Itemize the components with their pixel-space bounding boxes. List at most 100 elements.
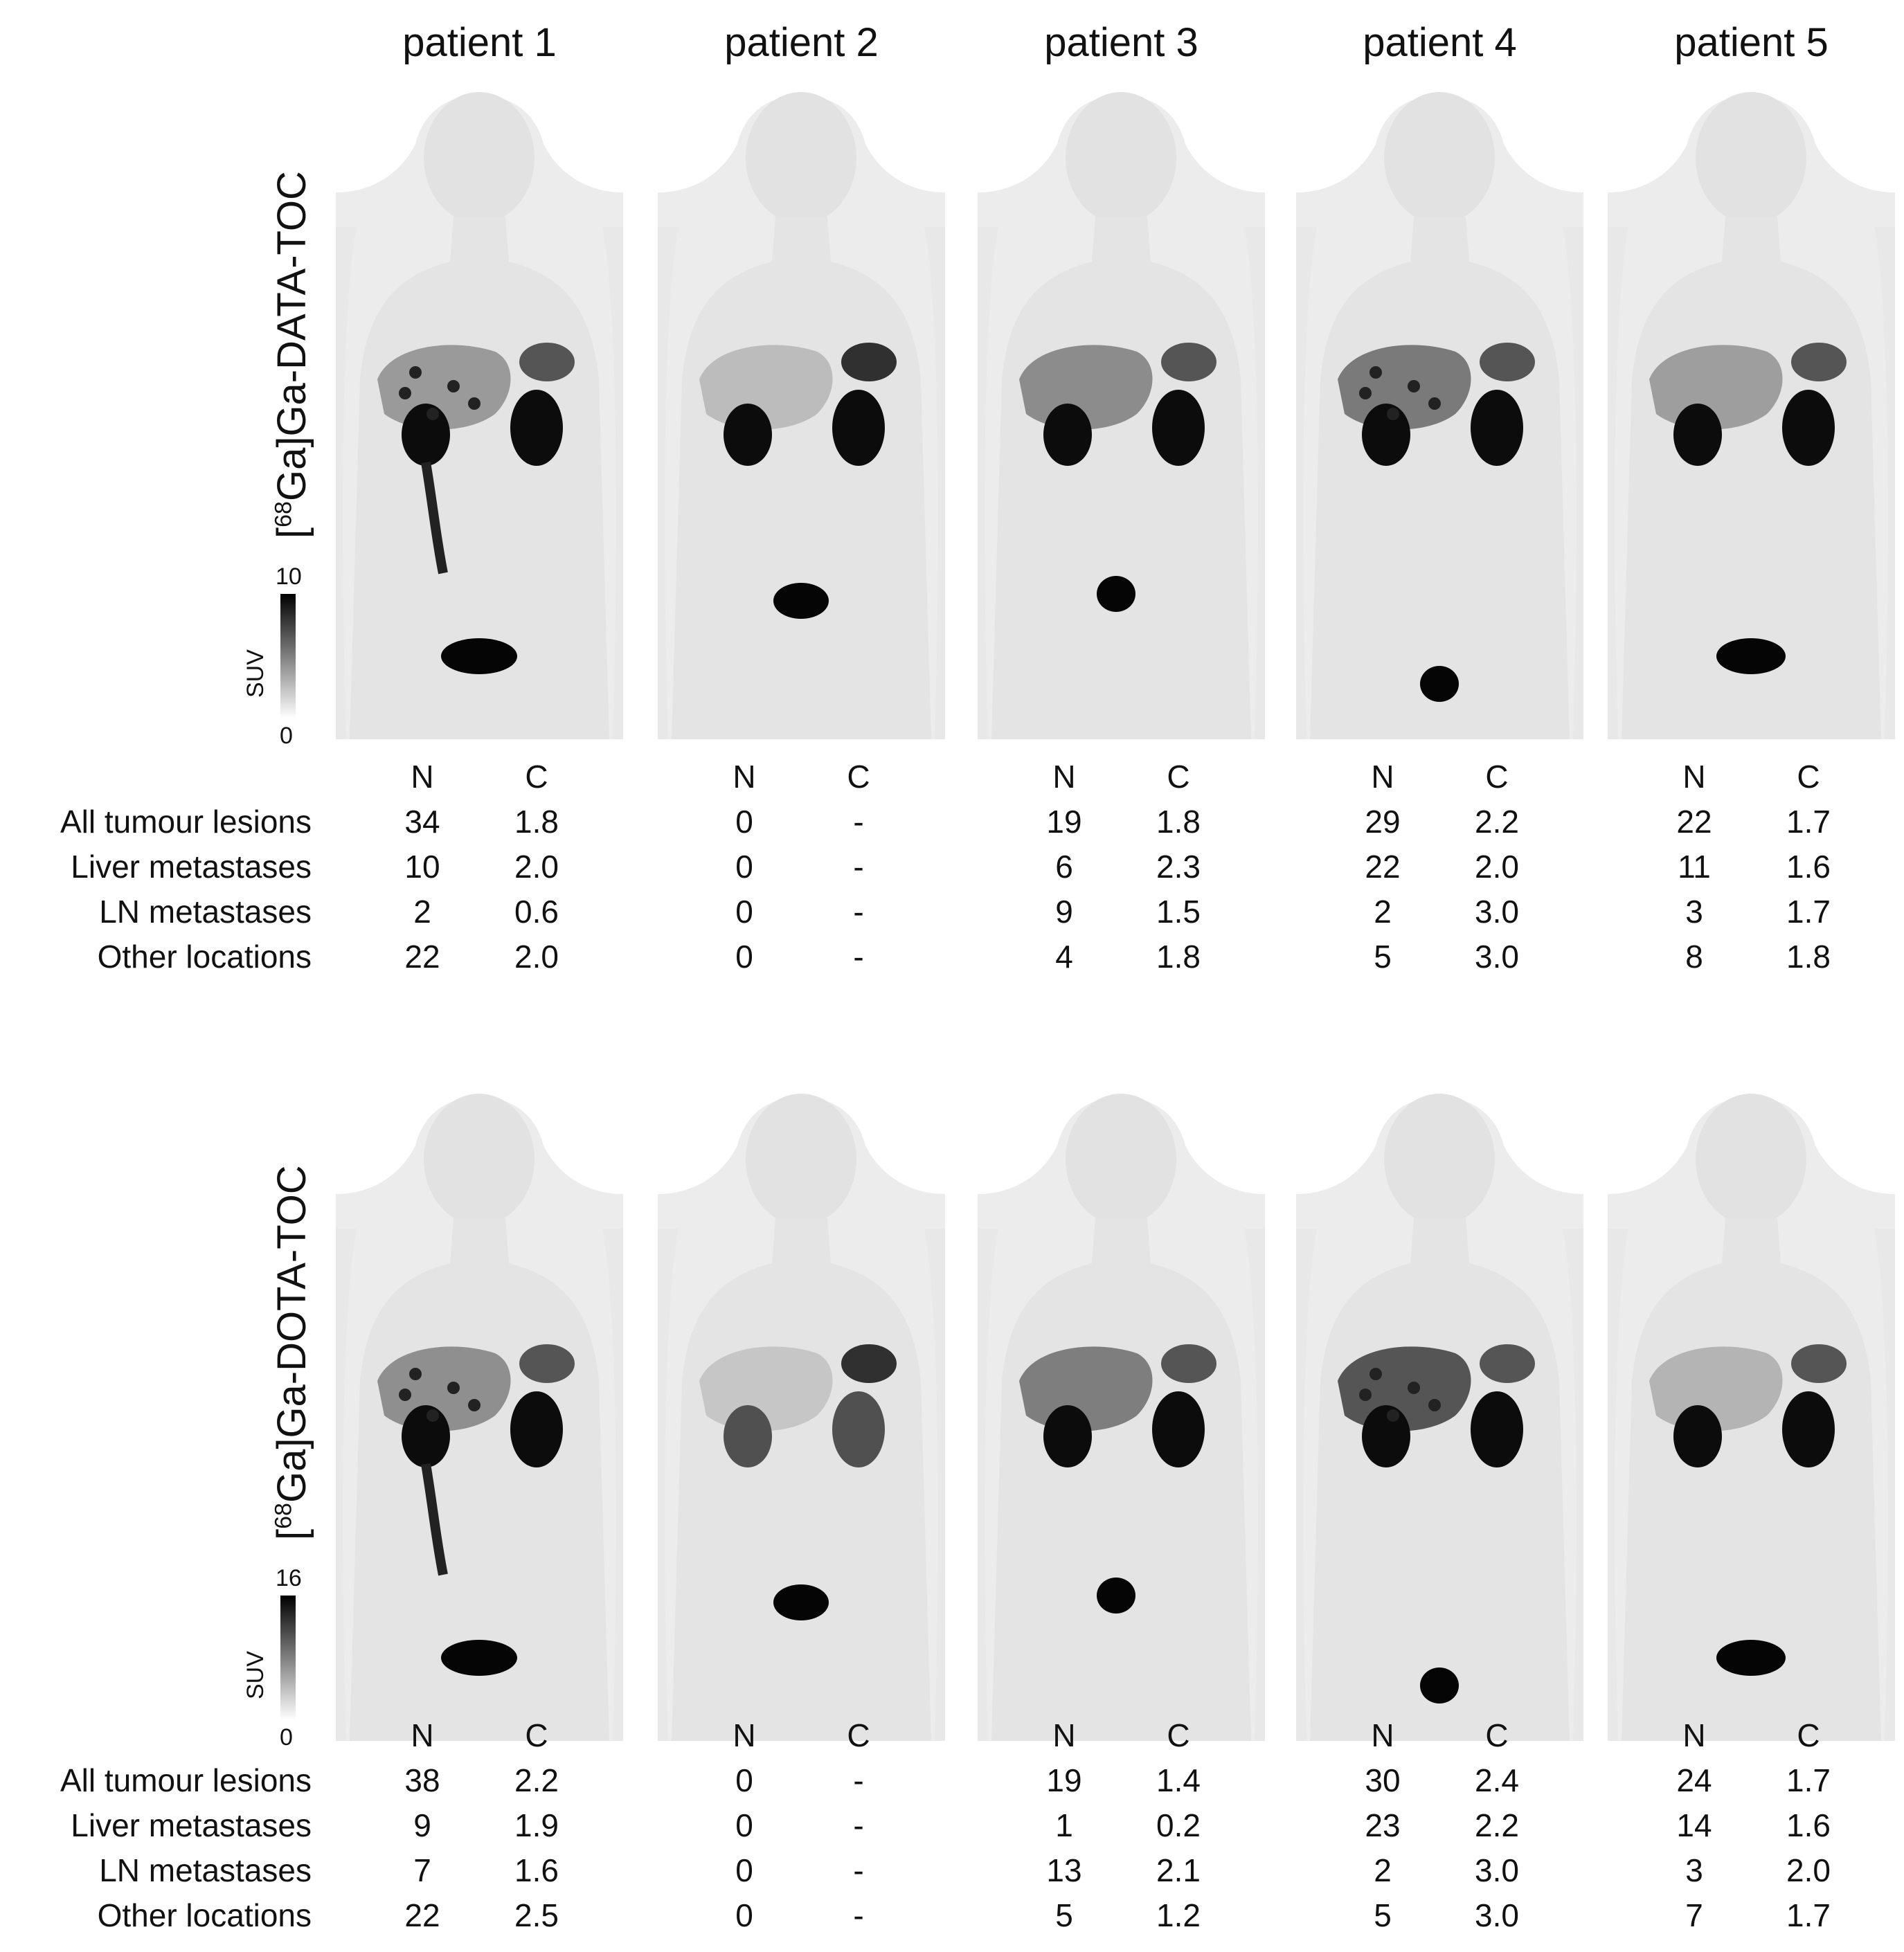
table-row-label: Liver metastases xyxy=(71,1807,312,1843)
colorbar-min-label: 0 xyxy=(280,723,293,749)
table-cell-n: 0 xyxy=(735,894,753,930)
table-row-label: Liver metastases xyxy=(71,849,312,885)
patient-header: patient 1 xyxy=(402,20,557,65)
table-cell-n: 38 xyxy=(404,1762,440,1798)
table-cell-c: 2.0 xyxy=(1475,849,1519,885)
table-row-label: Other locations xyxy=(97,1897,312,1933)
table-cell-c: - xyxy=(853,894,864,930)
tracer-name: Ga]Ga-DOTA-TOC xyxy=(269,1165,314,1503)
pet-mip-scan xyxy=(336,89,623,739)
table-cell-c: 1.8 xyxy=(1156,804,1201,840)
column-header-n: N xyxy=(1682,1717,1706,1753)
pet-mip-scan xyxy=(1296,89,1583,739)
column-header-n: N xyxy=(1371,1717,1394,1753)
table-cell-c: - xyxy=(853,1852,864,1888)
table-cell-n: 14 xyxy=(1676,1807,1712,1843)
table-cell-c: 3.0 xyxy=(1475,1852,1519,1888)
suv-colorbar xyxy=(280,1596,296,1720)
table-cell-c: 1.8 xyxy=(1786,939,1831,975)
table-cell-n: 13 xyxy=(1046,1852,1082,1888)
colorbar-max-label: 10 xyxy=(276,563,302,590)
pet-mip-scan xyxy=(978,1090,1265,1741)
column-header-c: C xyxy=(525,1717,548,1753)
table-cell-c: 1.6 xyxy=(1786,1807,1831,1843)
table-row-label: LN metastases xyxy=(99,1852,312,1888)
table-cell-c: 1.8 xyxy=(514,804,559,840)
table-cell-n: 11 xyxy=(1678,849,1711,885)
table-cell-n: 0 xyxy=(735,1807,753,1843)
table-row-label: Other locations xyxy=(97,939,312,975)
table-cell-n: 9 xyxy=(413,1807,431,1843)
table-cell-c: 2.0 xyxy=(514,939,559,975)
table-cell-c: 1.8 xyxy=(1156,939,1201,975)
pet-mip-scan xyxy=(1296,1090,1583,1741)
table-cell-n: 0 xyxy=(735,1762,753,1798)
table-cell-n: 7 xyxy=(413,1852,431,1888)
column-header-c: C xyxy=(525,759,548,795)
table-cell-c: 3.0 xyxy=(1475,894,1519,930)
table-cell-c: 1.7 xyxy=(1786,1897,1831,1933)
table-cell-c: 3.0 xyxy=(1475,1897,1519,1933)
table-cell-n: 2 xyxy=(413,894,431,930)
pet-mip-scan xyxy=(658,89,945,739)
table-cell-n: 22 xyxy=(1365,849,1401,885)
table-cell-c: - xyxy=(853,1807,864,1843)
table-cell-c: 1.6 xyxy=(1786,849,1831,885)
pet-mip-scan xyxy=(658,1090,945,1741)
pet-mip-scan xyxy=(978,89,1265,739)
table-cell-n: 5 xyxy=(1374,939,1392,975)
table-cell-n: 5 xyxy=(1055,1897,1073,1933)
column-header-c: C xyxy=(1167,759,1190,795)
table-cell-c: 0.2 xyxy=(1156,1807,1201,1843)
tracer-label: [68Ga]Ga-DATA-TOC xyxy=(269,171,315,539)
column-header-n: N xyxy=(733,759,756,795)
column-header-n: N xyxy=(411,1717,434,1753)
table-cell-n: 34 xyxy=(404,804,440,840)
tracer-prefix: [ xyxy=(269,527,314,539)
table-cell-n: 0 xyxy=(735,939,753,975)
table-cell-n: 6 xyxy=(1055,849,1073,885)
column-header-n: N xyxy=(411,759,434,795)
column-header-c: C xyxy=(1167,1717,1190,1753)
table-cell-c: 3.0 xyxy=(1475,939,1519,975)
tracer-label: [68Ga]Ga-DOTA-TOC xyxy=(269,1165,315,1540)
table-cell-c: - xyxy=(853,849,864,885)
table-cell-n: 9 xyxy=(1055,894,1073,930)
table-cell-c: 2.0 xyxy=(1786,1852,1831,1888)
column-header-c: C xyxy=(847,1717,870,1753)
table-cell-n: 0 xyxy=(735,849,753,885)
table-cell-n: 30 xyxy=(1365,1762,1401,1798)
table-row-label: LN metastases xyxy=(99,894,312,930)
patient-header: patient 5 xyxy=(1674,20,1829,65)
table-cell-n: 4 xyxy=(1055,939,1073,975)
table-cell-c: 1.4 xyxy=(1156,1762,1201,1798)
table-cell-n: 10 xyxy=(404,849,440,885)
table-cell-c: 0.6 xyxy=(514,894,559,930)
table-cell-n: 5 xyxy=(1374,1897,1392,1933)
table-cell-n: 24 xyxy=(1676,1762,1712,1798)
table-cell-c: 1.2 xyxy=(1156,1897,1201,1933)
table-cell-c: - xyxy=(853,939,864,975)
table-cell-c: 2.3 xyxy=(1156,849,1201,885)
suv-axis-label: SUV xyxy=(242,649,269,698)
table-cell-c: - xyxy=(853,1897,864,1933)
pet-mip-scan xyxy=(336,1090,623,1741)
column-header-c: C xyxy=(1797,759,1820,795)
table-cell-c: 2.2 xyxy=(514,1762,559,1798)
column-header-c: C xyxy=(1797,1717,1820,1753)
table-cell-n: 23 xyxy=(1365,1807,1401,1843)
table-cell-n: 8 xyxy=(1685,939,1703,975)
table-cell-c: 2.1 xyxy=(1156,1852,1201,1888)
column-header-n: N xyxy=(733,1717,756,1753)
suv-colorbar xyxy=(280,594,296,719)
table-cell-n: 2 xyxy=(1374,894,1392,930)
table-cell-c: 2.5 xyxy=(514,1897,559,1933)
tracer-prefix: [ xyxy=(269,1528,314,1540)
table-cell-n: 0 xyxy=(735,1852,753,1888)
table-cell-c: 1.9 xyxy=(514,1807,559,1843)
table-cell-c: - xyxy=(853,804,864,840)
table-cell-c: 2.2 xyxy=(1475,804,1519,840)
table-cell-c: 2.4 xyxy=(1475,1762,1519,1798)
column-header-c: C xyxy=(1485,759,1509,795)
table-cell-c: 1.7 xyxy=(1786,804,1831,840)
